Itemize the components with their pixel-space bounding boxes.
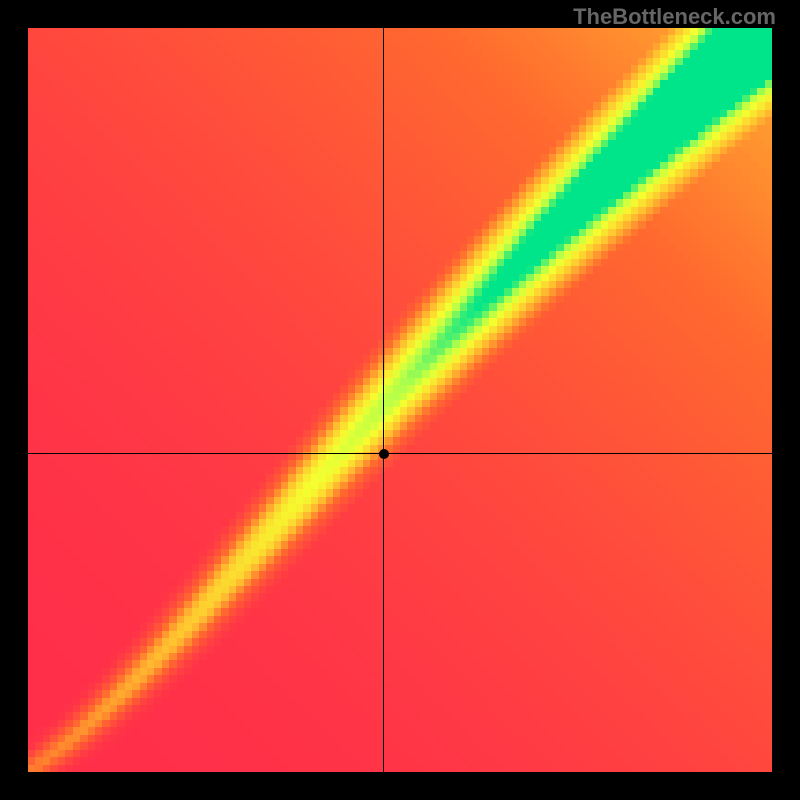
crosshair-vertical	[383, 28, 384, 772]
chart-container: { "watermark": { "text": "TheBottleneck.…	[0, 0, 800, 800]
watermark-text: TheBottleneck.com	[573, 4, 776, 30]
bottleneck-heatmap	[28, 28, 772, 772]
marker-dot	[379, 449, 389, 459]
crosshair-horizontal	[28, 453, 772, 454]
